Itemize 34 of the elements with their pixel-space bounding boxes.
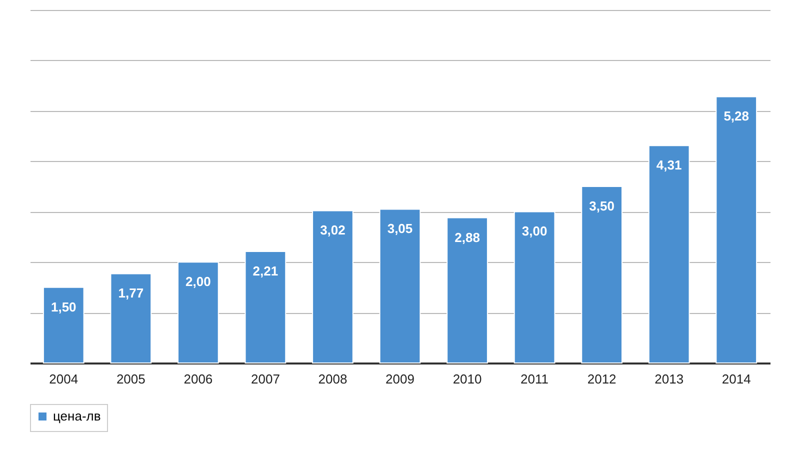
bar bbox=[178, 262, 219, 364]
bar bbox=[446, 217, 488, 364]
x-tick-label: 2010 bbox=[452, 372, 482, 386]
x-tick-label: 2005 bbox=[116, 372, 146, 386]
bar bbox=[716, 96, 758, 364]
bar bbox=[648, 145, 690, 364]
x-tick-label: 2011 bbox=[520, 372, 549, 386]
data-label: 1,77 bbox=[118, 286, 144, 301]
data-label: 2,21 bbox=[252, 264, 278, 279]
bar bbox=[244, 251, 286, 364]
data-label: 3,50 bbox=[589, 198, 614, 214]
bar bbox=[581, 186, 622, 364]
x-tick-label: 2012 bbox=[587, 372, 616, 386]
data-label: 2,88 bbox=[454, 230, 480, 245]
data-label: 3,02 bbox=[320, 222, 346, 238]
data-label: 3,00 bbox=[522, 224, 548, 239]
data-label: 3,05 bbox=[387, 221, 413, 236]
x-tick-label: 2014 bbox=[722, 372, 751, 386]
bar bbox=[312, 210, 354, 364]
data-label: 1,50 bbox=[50, 299, 76, 314]
x-tick-label: 2013 bbox=[654, 372, 684, 386]
data-label: 5,28 bbox=[724, 108, 750, 124]
data-label: 2,00 bbox=[186, 274, 211, 290]
data-label: 4,31 bbox=[656, 158, 682, 173]
bar bbox=[110, 273, 152, 364]
x-tick-label: 2007 bbox=[250, 372, 280, 386]
x-tick-label: 2006 bbox=[184, 372, 213, 386]
legend-label: цена-лв bbox=[53, 408, 101, 424]
x-tick-label: 2008 bbox=[318, 372, 348, 386]
bar bbox=[514, 211, 556, 364]
x-tick-label: 2009 bbox=[386, 372, 414, 386]
bar bbox=[42, 286, 84, 364]
x-tick-label: 2004 bbox=[49, 372, 78, 386]
bar bbox=[379, 208, 421, 364]
